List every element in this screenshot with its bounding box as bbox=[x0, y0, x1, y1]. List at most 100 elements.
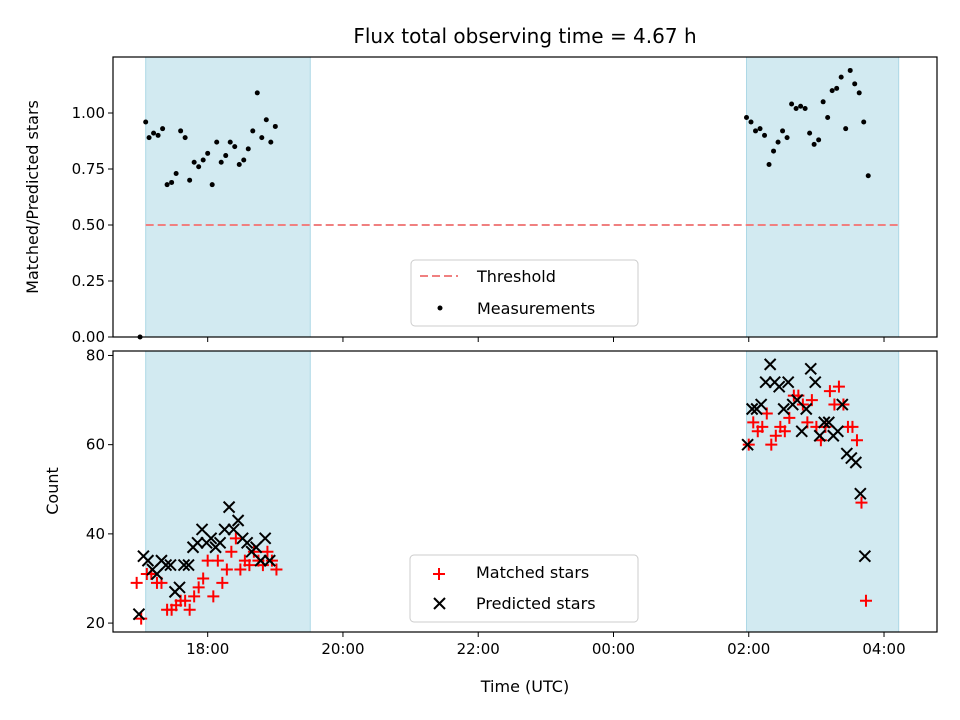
measurement-point-12 bbox=[187, 177, 193, 183]
matched-point-21 bbox=[225, 545, 238, 558]
x-tick-label-6: 04:00 bbox=[862, 640, 905, 658]
predicted-point-14 bbox=[191, 536, 204, 550]
matched-point-58 bbox=[859, 594, 872, 607]
predicted-point-44 bbox=[800, 402, 813, 416]
measurement-point-8 bbox=[169, 179, 175, 185]
predicted-point-25 bbox=[240, 536, 254, 550]
matched-point-19 bbox=[216, 576, 229, 589]
predicted-point-39 bbox=[777, 402, 790, 416]
measurements-series bbox=[137, 67, 871, 340]
shaded-span-2 bbox=[745, 56, 900, 338]
top-legend: Threshold Measurements bbox=[410, 259, 639, 327]
matched-point-12 bbox=[183, 603, 196, 616]
shaded-span-1 bbox=[145, 56, 311, 338]
predicted-point-43 bbox=[795, 425, 808, 438]
predicted-point-56 bbox=[854, 487, 867, 500]
bottom-plot-frame bbox=[112, 350, 938, 633]
measurement-point-9 bbox=[173, 170, 179, 176]
measurement-point-45 bbox=[802, 106, 808, 112]
matched-point-57 bbox=[855, 496, 868, 509]
measurement-point-19 bbox=[218, 159, 224, 165]
predicted-point-35 bbox=[759, 376, 772, 389]
legend-matched-label: Matched stars bbox=[476, 563, 589, 582]
matched-point-17 bbox=[207, 590, 220, 603]
y-tick-label-3: 60 bbox=[86, 436, 105, 454]
measurement-point-30 bbox=[268, 139, 274, 145]
legend-measurements-label: Measurements bbox=[477, 299, 595, 318]
predicted-point-12 bbox=[182, 558, 195, 572]
x-tick-label-1: 18:00 bbox=[186, 640, 229, 658]
matched-point-37 bbox=[765, 438, 778, 451]
measurement-point-43 bbox=[793, 106, 799, 112]
matched-point-35 bbox=[756, 420, 769, 433]
top-panel: 0.00 0.25 0.50 0.75 1.00 Matched/Predicted s… bbox=[23, 56, 938, 346]
matched-point-31 bbox=[270, 563, 283, 576]
measurement-point-33 bbox=[748, 119, 754, 125]
measurement-point-38 bbox=[771, 148, 777, 154]
matched-point-30 bbox=[265, 554, 278, 567]
measurement-point-53 bbox=[838, 74, 844, 80]
matched-point-25 bbox=[243, 559, 256, 572]
measurement-point-58 bbox=[861, 119, 867, 125]
measurement-point-21 bbox=[227, 139, 233, 145]
predicted-point-45 bbox=[804, 362, 817, 376]
measurement-point-2 bbox=[143, 119, 149, 125]
measurement-point-37 bbox=[766, 162, 772, 168]
measurement-point-26 bbox=[250, 128, 256, 134]
predicted-point-36 bbox=[763, 358, 777, 371]
measurement-point-4 bbox=[151, 130, 157, 136]
predicted-point-52 bbox=[836, 398, 849, 411]
measurement-point-22 bbox=[232, 144, 238, 150]
predicted-point-10 bbox=[173, 581, 186, 594]
measurement-point-27 bbox=[254, 90, 260, 96]
y-tick-label-3: 0.50 bbox=[72, 216, 105, 234]
y-tick-label-1: 0.00 bbox=[72, 328, 105, 346]
x-tick-label-3: 22:00 bbox=[457, 640, 500, 658]
predicted-point-51 bbox=[831, 425, 845, 438]
bottom-panel: 18:00 20:00 22:00 00:00 02:00 04:00 20406080 … bbox=[43, 346, 938, 696]
chart-title: Flux total observing time = 4.67 h bbox=[353, 24, 696, 48]
bottom-y-ticks: 20 40 60 80 bbox=[86, 346, 113, 632]
measurement-point-20 bbox=[223, 153, 229, 159]
matched-point-40 bbox=[778, 425, 791, 438]
predicted-point-38 bbox=[772, 380, 786, 393]
measurement-point-7 bbox=[164, 182, 170, 188]
measurement-point-50 bbox=[825, 114, 831, 120]
measurement-point-28 bbox=[259, 135, 265, 141]
predicted-point-30 bbox=[263, 554, 276, 567]
top-legend-box bbox=[410, 259, 639, 327]
count-series bbox=[130, 358, 872, 625]
matched-point-56 bbox=[850, 434, 863, 447]
measurement-point-14 bbox=[196, 164, 202, 170]
bottom-x-ticks: 18:00 20:00 22:00 00:00 02:00 04:00 bbox=[186, 632, 906, 658]
matched-point-2 bbox=[135, 612, 148, 625]
predicted-point-29 bbox=[258, 532, 272, 545]
measurement-point-42 bbox=[789, 101, 795, 107]
x-tick-label-2: 20:00 bbox=[321, 640, 364, 658]
measurement-point-3 bbox=[146, 135, 152, 141]
bottom-y-axis-label: Count bbox=[43, 467, 62, 515]
matched-point-11 bbox=[179, 594, 192, 607]
measurement-point-52 bbox=[834, 85, 840, 91]
measurement-point-44 bbox=[798, 103, 804, 109]
measurement-point-59 bbox=[865, 173, 871, 179]
predicted-point-11 bbox=[177, 558, 191, 572]
series-predicted-stars bbox=[132, 358, 872, 621]
series-measurements bbox=[137, 67, 871, 340]
measurement-point-15 bbox=[200, 157, 206, 163]
measurement-point-18 bbox=[214, 139, 220, 145]
matched-point-14 bbox=[192, 581, 205, 594]
predicted-point-55 bbox=[849, 456, 863, 469]
bottom-legend: Matched stars Predicted stars bbox=[409, 554, 639, 623]
measurement-point-55 bbox=[847, 67, 853, 73]
matched-point-33 bbox=[747, 416, 760, 429]
predicted-point-20 bbox=[218, 523, 231, 536]
measurement-point-29 bbox=[263, 117, 269, 123]
predicted-point-23 bbox=[231, 514, 245, 527]
matched-point-13 bbox=[188, 590, 201, 603]
matched-point-18 bbox=[211, 554, 224, 567]
measurement-point-39 bbox=[775, 139, 781, 145]
predicted-point-46 bbox=[809, 376, 822, 389]
predicted-point-19 bbox=[213, 536, 227, 550]
